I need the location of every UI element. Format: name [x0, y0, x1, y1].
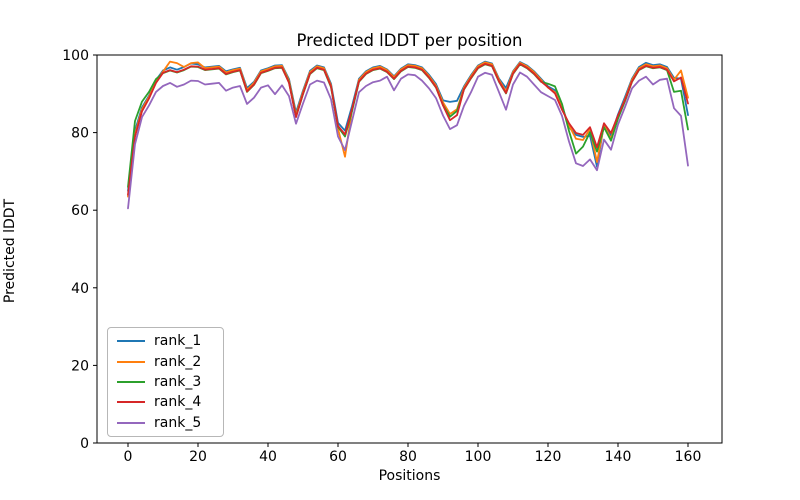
x-tick-label: 20	[189, 449, 207, 465]
y-axis-label: Predicted lDDT	[2, 198, 18, 304]
x-tick-label: 160	[675, 449, 702, 465]
y-tick-label: 40	[71, 281, 89, 297]
legend-label: rank_5	[154, 414, 202, 431]
x-axis-label: Positions	[378, 468, 441, 484]
x-tick-label: 100	[465, 449, 492, 465]
legend: rank_1 rank_2 rank_3 rank_4 rank_5	[107, 327, 224, 437]
axes-frame	[96, 54, 723, 444]
legend-item-rank_4: rank_4	[108, 394, 223, 410]
legend-line-swatch	[117, 360, 145, 363]
y-tick-label: 20	[71, 358, 89, 374]
legend-label: rank_2	[154, 353, 202, 370]
y-tick-label: 0	[80, 436, 89, 452]
chart-title: Predicted lDDT per position	[296, 31, 523, 50]
legend-line-swatch	[117, 340, 145, 343]
y-tick-label: 100	[62, 48, 89, 64]
legend-label: rank_1	[154, 333, 202, 350]
x-tick-label: 0	[124, 449, 133, 465]
series-line-rank_2	[127, 60, 689, 198]
legend-line-swatch	[117, 421, 145, 424]
x-tick-label: 140	[605, 449, 632, 465]
legend-label: rank_4	[154, 394, 202, 411]
legend-item-rank_1: rank_1	[108, 333, 223, 349]
series-line-rank_4	[127, 63, 689, 196]
series-line-rank_5	[127, 71, 689, 210]
legend-line-swatch	[117, 380, 145, 383]
legend-item-rank_3: rank_3	[108, 374, 223, 390]
x-tick-label: 80	[399, 449, 417, 465]
x-tick-label: 120	[535, 449, 562, 465]
y-tick-label: 80	[71, 126, 89, 142]
legend-item-rank_5: rank_5	[108, 415, 223, 431]
x-tick-label: 60	[329, 449, 347, 465]
legend-line-swatch	[117, 401, 145, 404]
y-tick-label: 60	[71, 203, 89, 219]
legend-label: rank_3	[154, 373, 202, 390]
legend-item-rank_2: rank_2	[108, 354, 223, 370]
x-tick-label: 40	[259, 449, 277, 465]
